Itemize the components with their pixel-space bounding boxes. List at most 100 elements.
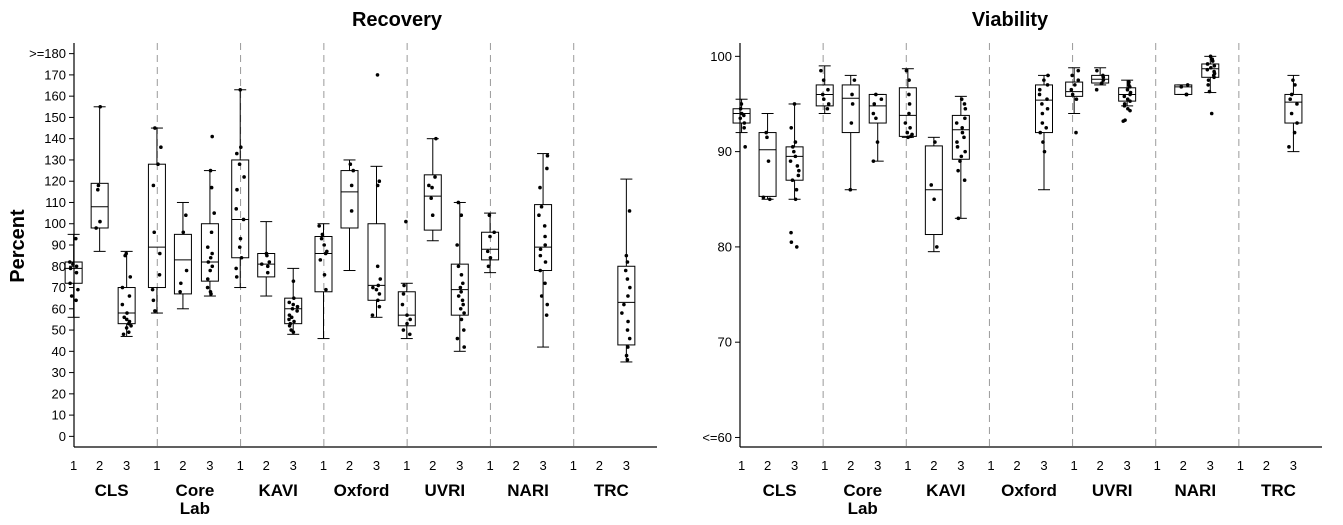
data-point: [71, 262, 75, 266]
data-point: [377, 179, 382, 184]
group-label: KAVI: [259, 481, 298, 500]
x-tick-label: 2: [930, 458, 937, 473]
data-point: [241, 217, 246, 222]
data-point: [908, 126, 912, 130]
data-point: [955, 145, 960, 149]
data-point: [1291, 78, 1295, 82]
data-point: [954, 121, 959, 125]
box-core-lab-2: [841, 74, 860, 192]
data-point: [789, 240, 794, 244]
x-tick-label: 3: [206, 458, 213, 473]
data-point: [790, 145, 795, 149]
data-point: [125, 311, 129, 315]
data-point: [538, 185, 542, 190]
data-point: [122, 315, 127, 320]
x-tick-label: 1: [486, 458, 493, 473]
x-tick-label: 3: [539, 458, 546, 473]
box-cls-1: [732, 98, 751, 149]
data-point: [1074, 130, 1078, 135]
data-point: [1206, 83, 1210, 87]
data-point: [291, 302, 296, 307]
x-tick-label: 2: [847, 458, 854, 473]
data-point: [68, 260, 72, 264]
data-point: [94, 226, 98, 230]
box-core-lab-1: [147, 126, 166, 314]
data-point: [74, 236, 78, 241]
data-point: [456, 200, 461, 205]
chart-title: Viability: [972, 9, 1049, 31]
data-point: [1040, 121, 1045, 125]
box-cls-2: [90, 104, 109, 252]
data-point: [1292, 130, 1297, 135]
data-point: [184, 268, 189, 273]
group-label: Core: [176, 481, 215, 500]
y-tick-label: 30: [52, 365, 66, 380]
box-uvri-1: [1065, 67, 1084, 135]
iqr-box: [815, 84, 834, 107]
data-point: [210, 264, 215, 269]
data-point: [543, 243, 548, 247]
data-point: [405, 321, 409, 326]
box-uvri-2: [423, 136, 442, 242]
chart-title: Recovery: [352, 9, 443, 31]
x-tick-label: 2: [346, 458, 353, 473]
data-point: [461, 281, 465, 286]
data-point: [153, 126, 157, 130]
y-tick-label: 50: [52, 323, 66, 338]
data-point: [1045, 106, 1050, 111]
data-point: [291, 279, 296, 283]
data-point: [1070, 73, 1074, 78]
data-point: [158, 251, 162, 256]
data-point: [1037, 92, 1042, 97]
data-point: [156, 162, 160, 166]
box-cls-3: [785, 102, 804, 249]
box-kavi-3: [284, 267, 303, 335]
data-point: [68, 281, 72, 286]
data-point: [796, 173, 801, 178]
data-point: [959, 97, 964, 102]
box-kavi-2: [257, 221, 276, 297]
y-tick-label: 120: [44, 174, 66, 189]
data-point: [74, 270, 79, 275]
data-point: [620, 311, 624, 315]
data-point: [485, 249, 490, 254]
data-point: [153, 309, 157, 313]
data-point: [793, 140, 798, 144]
data-point: [627, 336, 632, 341]
data-point: [539, 294, 544, 298]
data-point: [239, 145, 243, 149]
data-point: [427, 183, 431, 188]
data-point: [184, 213, 188, 218]
group-label: UVRI: [424, 481, 465, 500]
data-point: [486, 264, 491, 269]
data-point: [958, 159, 962, 163]
data-point: [96, 183, 101, 188]
data-point: [74, 264, 79, 269]
y-tick-label: 40: [52, 344, 66, 359]
data-point: [1100, 81, 1104, 85]
y-tick-label: 90: [52, 238, 66, 253]
iqr-box: [481, 231, 500, 261]
box-trc-3: [617, 178, 636, 363]
group-label: Lab: [848, 499, 878, 518]
group-label: CLS: [95, 481, 129, 500]
data-point: [205, 245, 210, 249]
data-point: [375, 264, 380, 269]
x-tick-label: 3: [1207, 458, 1214, 473]
data-point: [287, 324, 292, 328]
iqr-box: [423, 174, 442, 231]
x-tick-label: 3: [957, 458, 964, 473]
data-point: [348, 162, 353, 166]
data-point: [872, 102, 877, 106]
box-cls-3: [117, 250, 136, 337]
data-point: [1125, 87, 1130, 92]
data-point: [124, 326, 129, 330]
box-kavi-1: [231, 87, 250, 289]
data-point: [265, 264, 270, 269]
data-point: [235, 151, 239, 156]
data-point: [1209, 111, 1214, 116]
x-tick-label: 2: [596, 458, 603, 473]
data-point: [239, 255, 244, 260]
iqr-box: [617, 265, 636, 346]
